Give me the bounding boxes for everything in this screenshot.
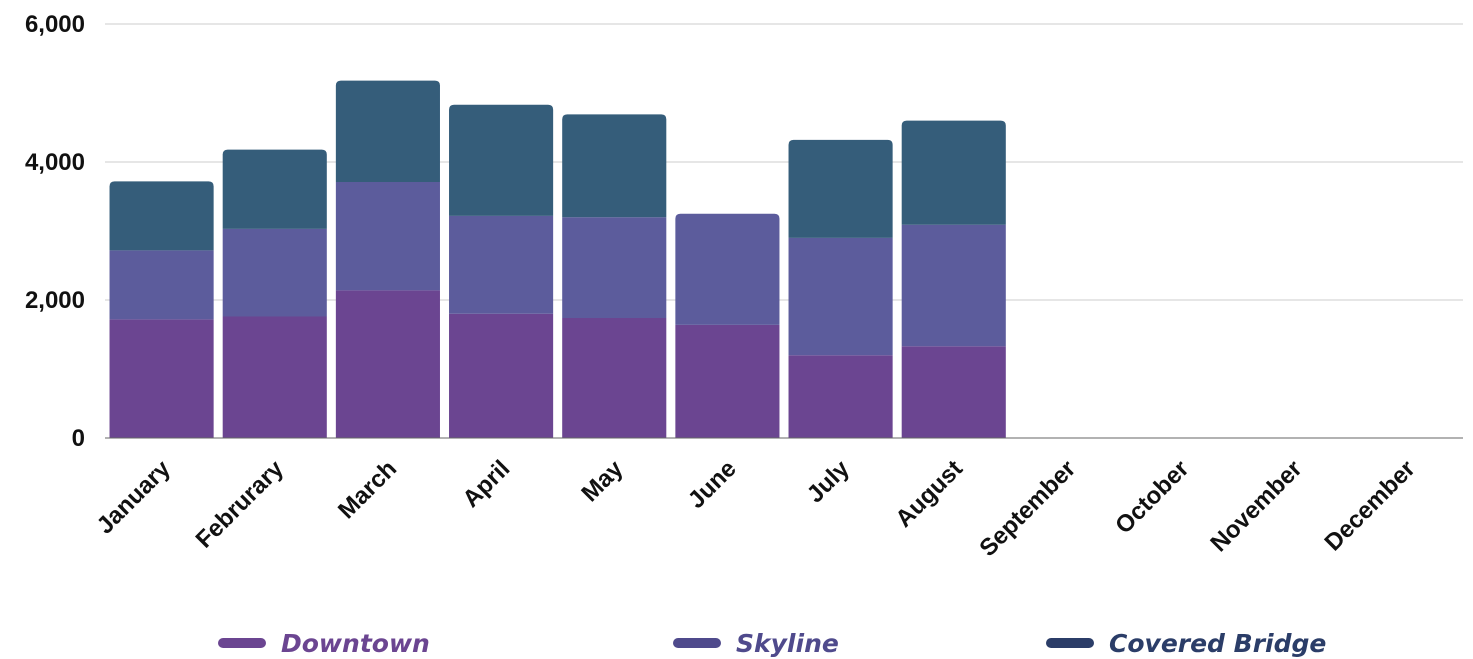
bar-downtown-january [109,319,214,438]
legend-swatch-downtown [218,638,266,648]
y-tick-label: 4,000 [25,149,85,176]
bar-downtown-februrary [222,316,327,438]
bar-covered-bridge-july [788,139,893,238]
legend-label-downtown: Downtown [281,629,430,658]
legend-label-skyline: Skyline [736,629,839,658]
bar-downtown-july [788,355,893,438]
x-tick-label-july: July [802,455,856,509]
bar-skyline-april [449,215,554,314]
x-tick-label-november: November [1205,455,1307,557]
bar-downtown-june [675,324,780,438]
bar-covered-bridge-august [901,120,1006,225]
bar-skyline-january [109,250,214,320]
bar-skyline-may [562,217,667,318]
x-tick-label-april: April [458,455,516,513]
x-tick-label-september: September [974,455,1081,562]
x-tick-label-october: October [1110,455,1194,539]
bar-skyline-june [675,213,780,325]
legend-label-covered-bridge: Covered Bridge [1109,629,1326,658]
bar-covered-bridge-january [109,181,214,251]
bar-downtown-august [901,346,1006,438]
x-tick-label-august: August [890,455,968,533]
bar-covered-bridge-april [449,104,554,216]
bar-covered-bridge-februrary [222,149,327,229]
x-tick-label-december: December [1319,455,1420,556]
legend-swatch-skyline [673,638,721,648]
legend-swatch-covered-bridge [1046,638,1094,648]
bar-downtown-may [562,317,667,438]
bar-skyline-july [788,237,893,356]
x-tick-label-january: January [92,455,177,540]
bar-skyline-march [335,182,440,291]
bar-covered-bridge-march [335,80,440,183]
bar-downtown-april [449,313,554,438]
bar-skyline-august [901,224,1006,347]
bar-downtown-march [335,290,440,438]
x-axis-ticks: January Februrary March April May June July Aug… [92,455,1421,562]
x-tick-label-march: March [333,455,402,524]
y-tick-label: 2,000 [25,287,85,314]
x-tick-label-may: May [576,455,629,508]
bars [109,80,1006,438]
y-tick-label: 6,000 [25,11,85,38]
y-tick-label: 0 [72,425,85,452]
legend: Downtown Skyline Covered Bridge [218,629,1326,658]
gridlines [105,23,1463,301]
y-axis-ticks: 0 2,000 4,000 6,000 [25,11,85,452]
bar-covered-bridge-may [562,114,667,218]
x-tick-label-februrary: Februrary [191,455,290,554]
x-tick-label-june: June [683,455,742,514]
bar-skyline-februrary [222,228,327,317]
